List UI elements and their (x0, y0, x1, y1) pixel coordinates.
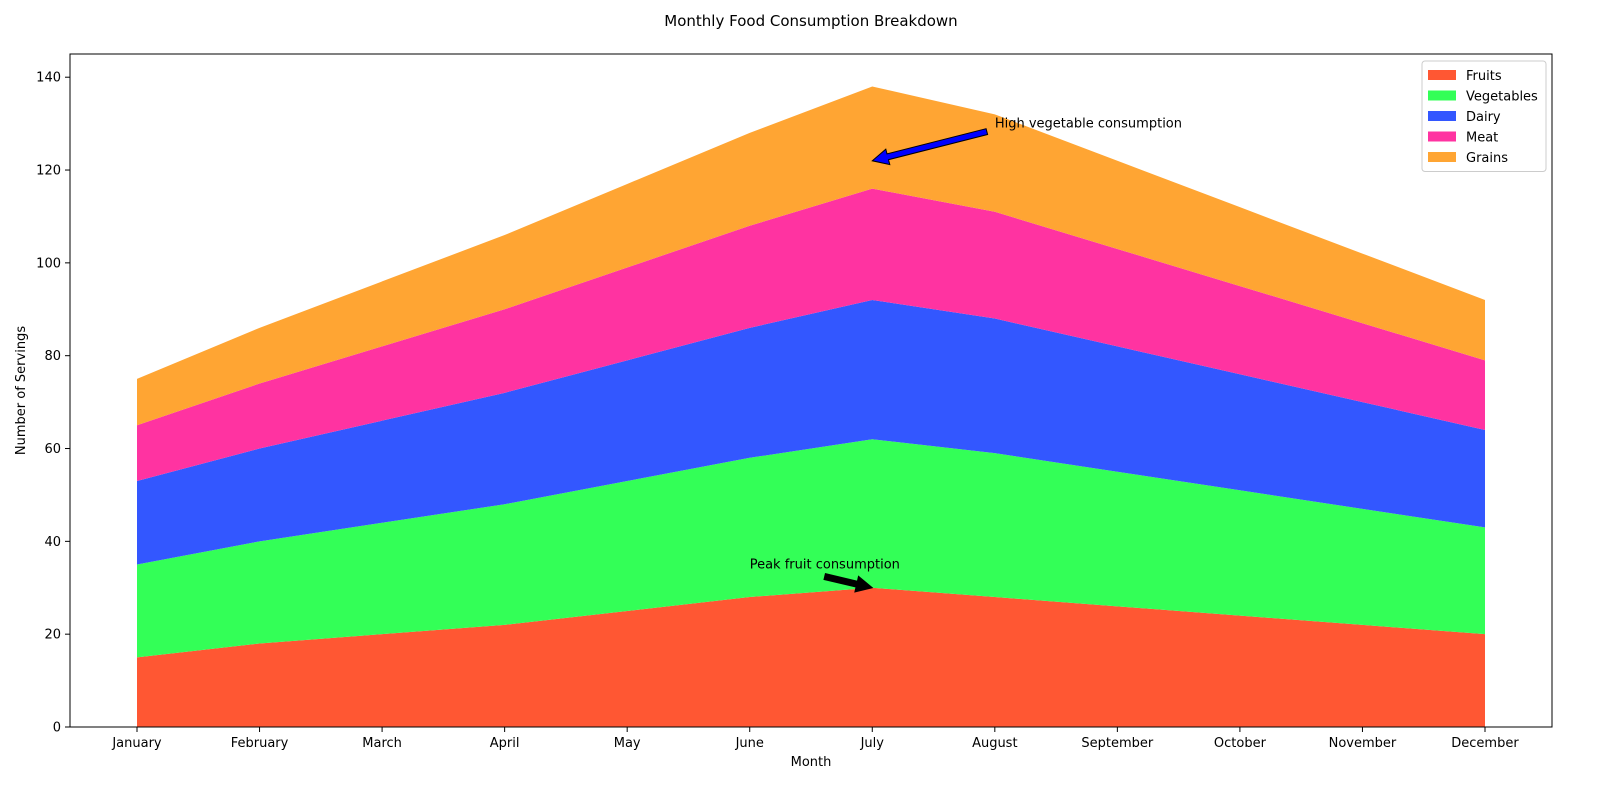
y-tick-label: 80 (44, 349, 61, 364)
legend-label: Vegetables (1466, 90, 1538, 105)
y-axis: 0 20 40 60 80 100 120 140 (36, 71, 70, 736)
chart-title: Monthly Food Consumption Breakdown (664, 12, 957, 30)
legend-label: Dairy (1466, 110, 1501, 125)
y-tick-label: 20 (44, 628, 61, 643)
areas-group (137, 86, 1485, 727)
legend-swatch (1428, 70, 1456, 80)
y-tick-label: 120 (36, 164, 61, 179)
x-axis: January February March April May June July Augu… (111, 727, 1519, 751)
area-vegetables (137, 439, 1485, 658)
legend-label: Meat (1466, 131, 1498, 146)
area-meat (137, 188, 1485, 482)
x-tick-label: November (1329, 736, 1397, 751)
x-tick-label: April (490, 736, 520, 751)
x-tick-label: December (1451, 736, 1519, 751)
legend: Fruits Vegetables Dairy Meat Grains (1421, 60, 1547, 172)
x-tick-label: May (614, 736, 641, 751)
x-tick-label: June (735, 736, 764, 751)
y-tick-label: 0 (53, 721, 61, 736)
legend-label: Fruits (1466, 69, 1502, 84)
x-tick-label: January (111, 736, 162, 751)
y-axis-label: Number of Servings (14, 326, 29, 455)
legend-swatch (1428, 152, 1456, 162)
x-axis-label: Month (791, 755, 832, 770)
annotation-text: High vegetable consumption (995, 117, 1182, 132)
legend-label: Grains (1466, 151, 1508, 166)
legend-swatch (1428, 131, 1456, 142)
annotation-arrow (823, 572, 874, 593)
legend-box (1421, 60, 1547, 172)
annotations-group: Peak fruit consumption High vegetable con… (750, 117, 1182, 593)
y-tick-label: 100 (36, 256, 61, 271)
x-tick-label: August (972, 736, 1018, 751)
plot-frame (69, 53, 1553, 728)
x-tick-label: October (1214, 736, 1267, 751)
area-dairy (137, 299, 1485, 565)
area-fruits (137, 587, 1485, 727)
x-tick-label: March (362, 736, 402, 751)
y-tick-label: 140 (36, 71, 61, 86)
x-tick-label: September (1081, 736, 1154, 751)
x-tick-label: July (860, 736, 885, 751)
annotation-text: Peak fruit consumption (750, 558, 900, 573)
legend-swatch (1428, 111, 1456, 121)
y-tick-label: 40 (44, 535, 61, 550)
y-tick-label: 60 (44, 442, 61, 457)
area-grains (137, 86, 1485, 426)
x-tick-label: February (231, 736, 289, 751)
legend-swatch (1428, 90, 1456, 101)
annotation-arrow (871, 128, 989, 166)
